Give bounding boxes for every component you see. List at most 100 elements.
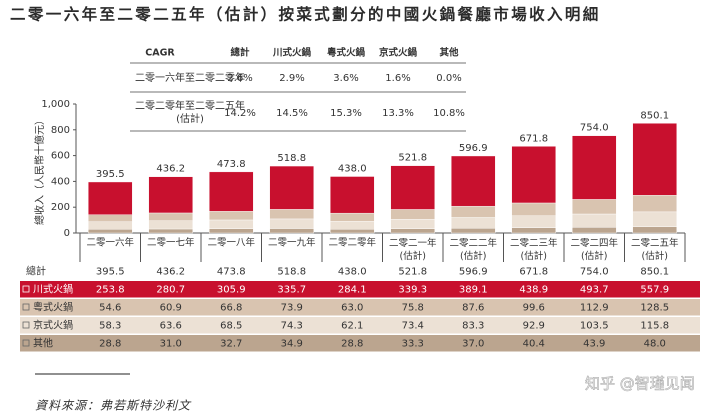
table-row [20, 299, 700, 316]
bar-segment [269, 165, 314, 210]
table-row-label: 粵式火鍋 [33, 301, 73, 314]
table-cell: 34.9 [281, 339, 303, 350]
table-cell: 335.7 [277, 285, 306, 296]
table-cell: 438.9 [519, 285, 548, 296]
cagr-cell: 14.5% [276, 108, 308, 119]
legend-swatch [22, 339, 30, 347]
y-axis-title: 總收入（人民幣十億元） [33, 115, 46, 225]
bar-segment [269, 228, 314, 234]
bar-segment [572, 135, 617, 200]
table-cell: 128.5 [640, 303, 669, 314]
y-tick-label: 200 [51, 202, 70, 213]
bar-segment [330, 221, 375, 230]
table-cell: 395.5 [96, 267, 125, 278]
cagr-cell: 1.6% [385, 73, 410, 84]
cagr-cell: 2.9% [279, 73, 304, 84]
table-cell: 63.6 [160, 321, 182, 332]
bar-segment [451, 155, 496, 207]
bar-segment [511, 146, 556, 204]
table-cell: 68.5 [220, 321, 242, 332]
table-cell: 253.8 [96, 285, 125, 296]
table-cell: 73.9 [281, 303, 303, 314]
x-tick-label: 二零二五年(估計) [631, 237, 679, 262]
table-cell: 596.9 [459, 267, 488, 278]
bar-segment [148, 220, 193, 230]
cagr-header: 川式火鍋 [272, 47, 312, 59]
bar-segment [330, 212, 375, 222]
table-row [20, 335, 700, 352]
table-row-label: 京式火鍋 [33, 319, 73, 332]
cagr-cell: 2.6% [227, 73, 252, 84]
bar-segment [632, 211, 677, 228]
bar-segment [390, 219, 435, 229]
table-cell: 28.8 [99, 339, 121, 350]
cagr-header: 粵式火鍋 [327, 47, 366, 59]
cagr-row-label: 二零二零年至二零二五年(估計) [135, 99, 245, 125]
bar-segment [451, 228, 496, 234]
table-row-label: 其他 [33, 337, 53, 350]
table-cell: 438.0 [338, 267, 367, 278]
legend-swatch [22, 285, 30, 293]
cagr-row-label: 二零一六年至二零二零年 [135, 71, 245, 84]
bar-segment [148, 228, 193, 234]
table-cell: 28.8 [341, 339, 363, 350]
cagr-header: 其他 [439, 47, 459, 59]
table-cell: 521.8 [398, 267, 427, 278]
x-tick-label: 二零二三年(估計) [510, 237, 558, 262]
bar-segment [209, 228, 254, 234]
bar-segment [88, 214, 133, 222]
bar-segment [632, 123, 677, 196]
bar-segment [390, 165, 435, 210]
x-tick-label: 二零二四年(估計) [570, 237, 618, 262]
table-cell: 32.7 [220, 339, 242, 350]
cagr-header: 京式火鍋 [379, 47, 418, 59]
table-cell: 33.3 [402, 339, 424, 350]
bar-segment [209, 219, 254, 229]
source: 資料來源：弗若斯特沙利文 [35, 399, 192, 413]
table-cell: 83.3 [462, 321, 484, 332]
table-cell: 557.9 [640, 285, 669, 296]
table-cell: 92.9 [523, 321, 545, 332]
y-tick-label: 600 [51, 151, 70, 162]
bar-segment [269, 218, 314, 229]
bar-segment [330, 176, 375, 214]
bar-segment [390, 209, 435, 220]
table-cell: 493.7 [580, 285, 609, 296]
table-cell: 518.8 [277, 267, 306, 278]
table-cell: 754.0 [580, 267, 609, 278]
table-cell: 339.3 [398, 285, 427, 296]
bar-segment [209, 211, 254, 221]
bar-segment [269, 209, 314, 220]
bar-segment [148, 176, 193, 214]
y-tick-label: 1,000 [41, 99, 70, 110]
bar-segment [572, 199, 617, 215]
watermark: 知乎 @智瑾见闻 [585, 375, 695, 393]
total-label: 521.8 [398, 153, 427, 164]
total-label: 671.8 [519, 133, 548, 144]
y-tick-label: 0 [64, 228, 70, 239]
x-tick-label: 二零一七年 [147, 237, 195, 249]
table-cell: 115.8 [640, 321, 669, 332]
bar-segment [451, 205, 496, 218]
cagr-cell: 0.0% [436, 73, 461, 84]
bar-segment [572, 227, 617, 234]
table-cell: 74.3 [281, 321, 303, 332]
table-cell: 62.1 [341, 321, 363, 332]
total-label: 436.2 [156, 164, 185, 175]
total-label: 754.0 [580, 123, 609, 134]
x-tick-label: 二零一六年 [86, 237, 134, 249]
table-cell: 31.0 [160, 339, 182, 350]
bar-segment [148, 212, 193, 221]
table-cell: 58.3 [99, 321, 121, 332]
table-cell: 40.4 [523, 339, 545, 350]
bar-segment [451, 217, 496, 229]
x-tick-label: 二零二二年(估計) [449, 237, 497, 262]
table-cell: 436.2 [156, 267, 185, 278]
table-cell: 280.7 [156, 285, 185, 296]
cagr-cell: 15.3% [330, 108, 362, 119]
table-cell: 37.0 [462, 339, 484, 350]
y-tick-label: 800 [51, 125, 70, 136]
table-row [20, 263, 700, 280]
bar-segment [390, 228, 435, 234]
